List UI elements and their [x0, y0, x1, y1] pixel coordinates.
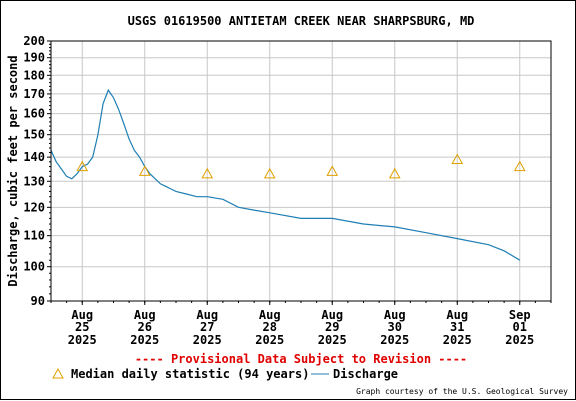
x-tick-label-year: 2025 [130, 333, 159, 347]
median-marker [201, 167, 214, 179]
x-tick-label-day: 30 [388, 320, 402, 334]
x-tick-label-year: 2025 [193, 333, 222, 347]
discharge-series [50, 88, 521, 261]
discharge-line [50, 88, 521, 261]
plot-border [50, 40, 552, 302]
median-marker [513, 160, 526, 172]
y-tick-label: 100 [23, 260, 45, 274]
x-tick-label-month: Aug [384, 308, 406, 322]
y-axis-label: Discharge, cubic feet per second [6, 55, 20, 286]
x-tick-label-day: 25 [75, 320, 89, 334]
provisional-notice: ---- Provisional Data Subject to Revisio… [135, 352, 467, 366]
y-tick-label: 180 [23, 68, 45, 82]
median-legend-label: Median daily statistic (94 years) [71, 367, 309, 381]
x-tick-label-day: 01 [513, 320, 527, 334]
x-tick-label-month: Aug [71, 308, 93, 322]
x-tick-label-month: Aug [134, 308, 156, 322]
median-marker [138, 165, 151, 176]
x-tick-label-year: 2025 [318, 333, 347, 347]
median-marker [451, 153, 464, 164]
x-tick-label-month: Aug [196, 308, 218, 322]
x-tick-label-year: 2025 [505, 333, 534, 347]
median-marker [388, 167, 401, 179]
plot-background [51, 41, 551, 301]
x-tick-label-month: Sep [509, 308, 531, 322]
y-tick-label: 150 [23, 128, 45, 142]
x-tick-label-year: 2025 [68, 333, 97, 347]
x-tick-label-day: 29 [325, 320, 339, 334]
y-tick-label: 140 [23, 150, 45, 164]
x-tick-label-year: 2025 [380, 333, 409, 347]
median-marker [76, 160, 89, 172]
y-tick-label: 130 [23, 174, 45, 188]
x-tick-label-month: Aug [321, 308, 343, 322]
x-tick-label-day: 26 [138, 320, 152, 334]
median-marker [263, 167, 276, 179]
x-tick-label-year: 2025 [255, 333, 284, 347]
y-tick-label: 200 [23, 34, 45, 48]
x-axis-ticks: Aug252025Aug262025Aug272025Aug282025Aug2… [50, 301, 552, 347]
x-tick-label-day: 31 [450, 320, 464, 334]
y-tick-label: 90 [31, 294, 45, 308]
median-series [76, 153, 526, 179]
x-tick-label-month: Aug [446, 308, 468, 322]
y-tick-label: 120 [23, 200, 45, 214]
y-tick-label: 190 [23, 51, 45, 65]
x-tick-label-day: 27 [200, 320, 214, 334]
chart-title: USGS 01619500 ANTIETAM CREEK NEAR SHARPS… [128, 14, 475, 28]
x-tick-label-year: 2025 [443, 333, 472, 347]
y-tick-label: 170 [23, 87, 45, 101]
legend: Median daily statistic (94 years) Discha… [52, 367, 398, 381]
credit-text: Graph courtesy of the U.S. Geological Su… [356, 387, 568, 396]
median-legend-icon [52, 367, 64, 379]
x-tick-label-month: Aug [259, 308, 281, 322]
median-marker [326, 165, 339, 176]
y-tick-label: 160 [23, 107, 45, 121]
x-tick-label-day: 28 [263, 320, 277, 334]
y-axis-ticks: 90 100 110 120 130 140 150 160 170 180 190 200 [23, 34, 51, 308]
y-tick-label: 110 [23, 229, 45, 243]
discharge-legend-label: Discharge [333, 367, 398, 381]
